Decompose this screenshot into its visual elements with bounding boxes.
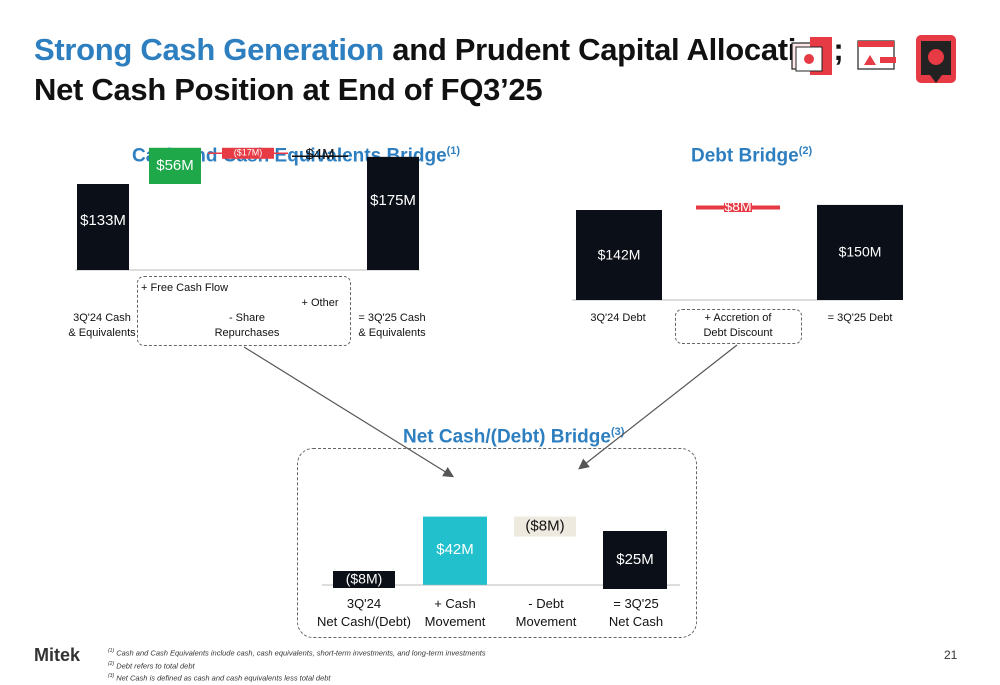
debt-movement-box <box>675 309 802 344</box>
net-bridge-box <box>297 448 697 638</box>
mitek-logo: Mitek <box>34 645 81 665</box>
net-cat-debt: - Debt Movement <box>515 596 577 629</box>
browser-alert-icon <box>857 40 896 70</box>
cash-to-net-arrow <box>243 346 455 478</box>
debt-bar-end-label: $150M <box>839 244 882 260</box>
banking-cards-icon <box>791 37 832 75</box>
net-bar-start <box>333 571 395 588</box>
debt-cat-end: = 3Q'25 Debt <box>827 312 893 324</box>
net-cat-end: = 3Q'25 Net Cash <box>608 596 664 629</box>
net-cat-cash: + Cash Movement <box>424 596 486 629</box>
title-line2: Net Cash Position at End of FQ3’25 <box>34 72 543 107</box>
debt-to-net-arrow <box>578 344 738 470</box>
footnote-3: (3) Net Cash is defined as cash and cash… <box>108 673 331 683</box>
cash-bar-end <box>367 156 419 270</box>
net-bar-cash <box>423 516 487 585</box>
phone-security-icon <box>916 35 956 83</box>
net-bar-cash-label: $42M <box>436 541 474 558</box>
footnote-1: (1) Cash and Cash Equivalents include ca… <box>108 648 486 658</box>
cash-bar-fcf-label: $56M <box>156 157 194 174</box>
page-number: 21 <box>944 648 958 662</box>
net-bar-debt <box>514 516 576 537</box>
net-bridge-title: Net Cash/(Debt) Bridge(3) <box>403 426 625 448</box>
cash-bar-start-label: $133M <box>80 212 126 229</box>
net-bar-debt-label: ($8M) <box>525 518 564 535</box>
debt-bar-end <box>817 204 903 300</box>
debt-bar-accretion-label: $8M <box>724 198 751 214</box>
cash-bar-share-label: ($17M) <box>234 148 263 158</box>
footnotes: (1) Cash and Cash Equivalents include ca… <box>108 646 486 684</box>
cash-bar-end-label: $175M <box>370 192 416 209</box>
cash-movement-box <box>137 276 351 346</box>
cash-cat-start: 3Q'24 Cash & Equivalents <box>68 312 136 339</box>
debt-bar-start <box>576 210 662 300</box>
brand-text: Mitek <box>34 645 81 665</box>
net-bar-end <box>603 531 667 589</box>
debt-bridge-title: Debt Bridge(2) <box>691 145 813 167</box>
title-accent: Strong Cash Generation <box>34 32 384 67</box>
net-bar-end-label: $25M <box>616 551 654 568</box>
debt-cat-accretion: + Accretion of Debt Discount <box>703 312 773 339</box>
cash-bar-fcf <box>149 147 201 184</box>
page-title: Strong Cash Generation and Prudent Capit… <box>34 30 844 110</box>
cash-bar-other-label: $4M <box>305 146 334 163</box>
cash-bar-start <box>77 184 129 270</box>
footnote-2: (2) Debt refers to total debt <box>108 660 195 671</box>
cash-cat-share: - Share Repurchases <box>214 312 280 339</box>
title-rest: and Prudent Capital Allocation; <box>383 32 844 67</box>
header-icons <box>791 35 956 83</box>
cash-cat-other: + Other <box>301 297 339 309</box>
cash-cat-end: = 3Q'25 Cash & Equivalents <box>358 312 426 339</box>
net-bar-start-label: ($8M) <box>346 571 383 587</box>
net-cat-start: 3Q'24 Net Cash/(Debt) <box>317 596 411 629</box>
debt-bar-start-label: $142M <box>598 247 641 263</box>
debt-cat-start: 3Q'24 Debt <box>590 312 646 324</box>
debt-bar-accretion <box>724 202 752 212</box>
cash-cat-fcf: + Free Cash Flow <box>141 282 229 294</box>
